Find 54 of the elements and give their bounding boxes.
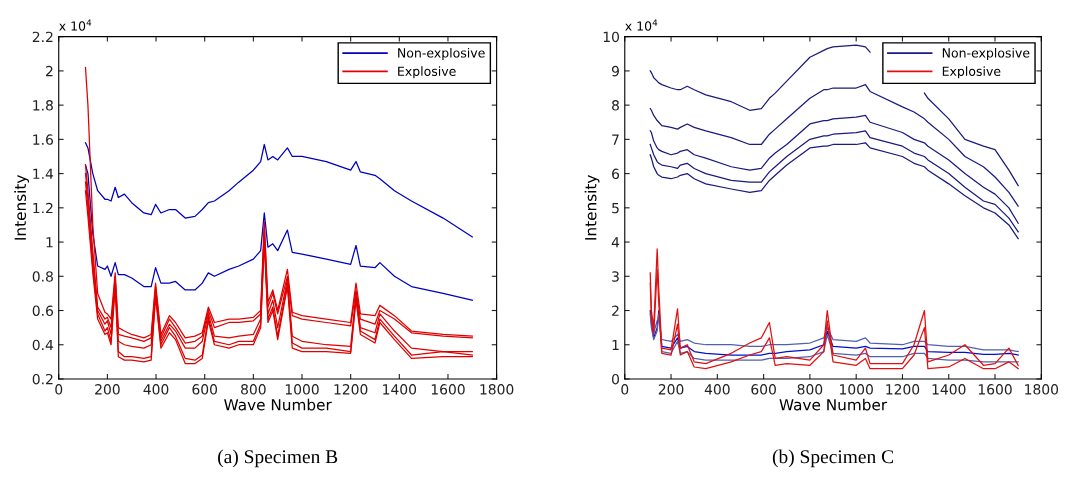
legend-label: Non-explosive [398,47,485,61]
x-tick-label: 800 [241,384,266,395]
y-tick-label: 5 [612,202,619,214]
y-tick-label: 1 [612,339,619,351]
x-tick-label: 1600 [978,384,1012,395]
x-tick-label: 1200 [886,384,920,395]
y-tick-label: 6 [612,168,620,180]
y-tick-label: 9 [611,65,619,77]
x-axis-title: Wave Number [224,398,332,411]
y-tick-label: 3 [612,271,619,282]
x-tick-label: 0 [55,384,63,395]
y-tick-label: 1.6 [33,134,53,145]
legend-label: Non-explosive [942,47,1030,61]
x-tick-label: 600 [751,384,776,395]
x-tick-label: 0 [621,384,629,395]
x-tick-label: 200 [658,384,684,395]
text: x 10$^{4}$ [59,19,92,31]
x-tick-label: 1800 [480,384,514,395]
legend-label: Explosive [398,66,456,79]
y-tick-label: 1 [46,237,53,248]
x-tick-label: 400 [704,384,730,395]
y-tick-label: 4 [611,237,620,248]
x-tick-label: 1200 [334,384,368,395]
x-tick-label: 400 [143,384,169,395]
y-tick-label: 8 [612,100,619,111]
y-tick-label: 0.4 [32,339,54,351]
y-tick-label: 0.6 [32,305,53,316]
y-tick-label: 2.2 [32,31,53,42]
y-tick-label: 1.4 [33,168,54,179]
x-tick-label: 600 [192,384,218,395]
y-tick-label: 2 [46,65,53,77]
y-axis-title: Intensity [584,175,600,240]
y-tick-label: 10 [603,31,619,43]
legend-label: Explosive [942,66,1001,79]
text: x 10$^{4}$ [625,19,658,31]
x-tick-label: 1400 [932,384,966,395]
y-tick-label: 1.2 [33,202,53,214]
x-tick-label: 1000 [285,384,319,395]
text: (b) Specimen C [772,449,893,468]
x-tick-label: 1800 [1025,384,1059,395]
y-axis-title: Intensity [14,175,30,240]
y-tick-label: 0 [612,373,619,385]
y-tick-label: 0.8 [32,271,53,282]
x-tick-label: 1400 [383,384,417,395]
x-axis-title: Wave Number [779,398,888,411]
y-tick-label: 0.2 [32,373,53,385]
x-tick-label: 800 [797,384,823,395]
x-tick-label: 1000 [840,384,873,395]
x-tick-label: 200 [95,384,120,395]
y-tick-label: 1.8 [33,100,53,111]
y-tick-label: 2 [612,305,619,316]
text: (a) Specimen B [218,449,338,468]
y-tick-label: 7 [612,134,619,145]
x-tick-label: 1600 [431,384,465,395]
